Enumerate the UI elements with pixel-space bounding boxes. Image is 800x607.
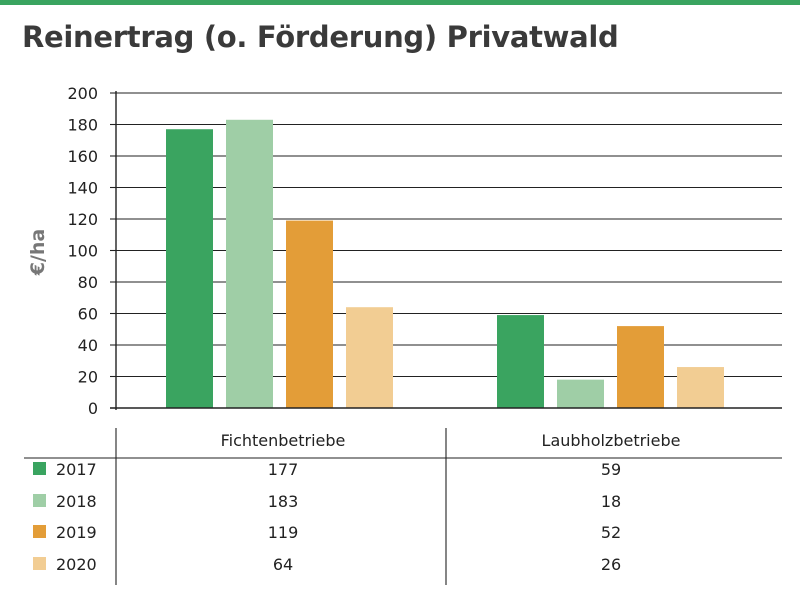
y-tick-label-140: 140 (67, 179, 98, 198)
bar-laubholzbetriebe-2017 (497, 315, 544, 408)
y-tick-label-0: 0 (88, 399, 98, 418)
y-tick-label-20: 20 (78, 368, 98, 387)
y-tick-label-80: 80 (78, 273, 98, 292)
bar-laubholzbetriebe-2019 (617, 326, 664, 408)
y-tick-label-160: 160 (67, 147, 98, 166)
bar-fichtenbetriebe-2020 (346, 307, 393, 408)
table-cell-2017-fichtenbetriebe: 177 (268, 460, 299, 479)
category-label-laubholzbetriebe: Laubholzbetriebe (542, 431, 681, 450)
y-axis-label: €/ha (27, 229, 49, 277)
bar-fichtenbetriebe-2019 (286, 220, 333, 408)
data-table: Fichtenbetriebe Laubholzbetriebe 2017 177 59… (24, 428, 782, 585)
legend-label-2020: 2020 (56, 555, 97, 574)
table-cell-2018-laubholzbetriebe: 18 (601, 492, 621, 511)
legend-swatch-2020 (33, 557, 46, 570)
bar-fichtenbetriebe-2017 (166, 129, 213, 408)
y-tick-label-60: 60 (78, 305, 98, 324)
legend-swatch-2019 (33, 525, 46, 538)
table-cell-2017-laubholzbetriebe: 59 (601, 460, 621, 479)
y-tick-label-180: 180 (67, 116, 98, 135)
top-accent-bar (0, 0, 800, 5)
chart-title: Reinertrag (o. Förderung) Privatwald (22, 20, 619, 54)
y-tick-label-200: 200 (67, 84, 98, 103)
y-tick-label-120: 120 (67, 210, 98, 229)
y-tick-label-40: 40 (78, 336, 98, 355)
legend-swatch-2017 (33, 462, 46, 475)
table-cell-2019-laubholzbetriebe: 52 (601, 523, 621, 542)
gridlines (116, 92, 782, 409)
y-axis-ticks: 0 20 40 60 80 100 120 140 160 180 200 (67, 84, 116, 418)
table-cell-2020-fichtenbetriebe: 64 (273, 555, 293, 574)
table-cell-2020-laubholzbetriebe: 26 (601, 555, 621, 574)
legend-label-2019: 2019 (56, 523, 97, 542)
bars (166, 119, 724, 409)
table-cell-2019-fichtenbetriebe: 119 (268, 523, 299, 542)
y-tick-label-100: 100 (67, 242, 98, 261)
legend-label-2018: 2018 (56, 492, 97, 511)
bar-laubholzbetriebe-2018 (557, 379, 604, 408)
legend-swatch-2018 (33, 494, 46, 507)
table-cell-2018-fichtenbetriebe: 183 (268, 492, 299, 511)
legend-label-2017: 2017 (56, 460, 97, 479)
category-label-fichtenbetriebe: Fichtenbetriebe (221, 431, 346, 450)
bar-fichtenbetriebe-2018 (226, 119, 273, 409)
axes (110, 91, 782, 410)
bar-laubholzbetriebe-2020 (677, 367, 724, 408)
